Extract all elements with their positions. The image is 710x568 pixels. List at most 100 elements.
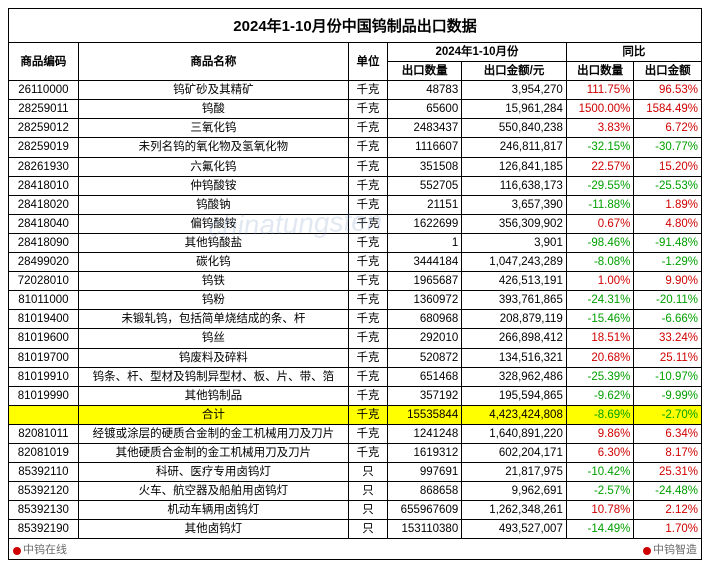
cell: 9.90%: [634, 272, 702, 291]
cell: -8.08%: [566, 253, 634, 272]
cell: 1.89%: [634, 195, 702, 214]
cell: 246,811,817: [462, 138, 567, 157]
table-row: 28499020碳化钨千克34441841,047,243,289-8.08%-…: [9, 253, 702, 272]
cell: 千克: [348, 100, 387, 119]
header-yoy-amt: 出口金额: [634, 62, 702, 81]
cell: 85392190: [9, 520, 79, 539]
cell: 651468: [388, 367, 462, 386]
cell: 钨条、杆、型材及钨制异型材、板、片、带、箔: [78, 367, 348, 386]
header-unit: 单位: [348, 43, 387, 81]
cell: -10.42%: [566, 463, 634, 482]
cell: 千克: [348, 233, 387, 252]
cell: 493,527,007: [462, 520, 567, 539]
cell: 328,962,486: [462, 367, 567, 386]
cell: 28259019: [9, 138, 79, 157]
table-row: 合计千克155358444,423,424,808-8.69%-2.70%: [9, 405, 702, 424]
cell: 28259012: [9, 119, 79, 138]
cell: -2.70%: [634, 405, 702, 424]
cell: 3,901: [462, 233, 567, 252]
cell: 千克: [348, 291, 387, 310]
cell: 合计: [78, 405, 348, 424]
cell: 碳化钨: [78, 253, 348, 272]
cell: 3,657,390: [462, 195, 567, 214]
cell: 千克: [348, 367, 387, 386]
cell: 85392120: [9, 482, 79, 501]
header-yoy: 同比: [566, 43, 701, 62]
cell: 1,047,243,289: [462, 253, 567, 272]
cell: 1500.00%: [566, 100, 634, 119]
table-container: chinatungsten 2024年1-10月份中国钨制品出口数据 商品编码 …: [8, 8, 702, 560]
cell: 钨铁: [78, 272, 348, 291]
cell: 三氧化钨: [78, 119, 348, 138]
cell: 126,841,185: [462, 157, 567, 176]
cell: 9,962,691: [462, 482, 567, 501]
cell: 3444184: [388, 253, 462, 272]
cell: 2.12%: [634, 501, 702, 520]
cell: 15,961,284: [462, 100, 567, 119]
cell: -10.97%: [634, 367, 702, 386]
cell: 千克: [348, 443, 387, 462]
cell: 96.53%: [634, 81, 702, 100]
cell: 火车、航空器及船舶用卤钨灯: [78, 482, 348, 501]
cell: 393,761,865: [462, 291, 567, 310]
footer: 中钨在线 中钨智造: [8, 539, 702, 560]
header-period: 2024年1-10月份: [388, 43, 567, 62]
table-row: 28259011钨酸千克6560015,961,2841500.00%1584.…: [9, 100, 702, 119]
cell: 钨丝: [78, 329, 348, 348]
cell: 48783: [388, 81, 462, 100]
cell: 15535844: [388, 405, 462, 424]
cell: 千克: [348, 329, 387, 348]
cell: 1,262,348,261: [462, 501, 567, 520]
cell: 6.34%: [634, 424, 702, 443]
cell: 1116607: [388, 138, 462, 157]
table-row: 28418010仲钨酸铵千克552705116,638,173-29.55%-2…: [9, 176, 702, 195]
cell: 钨酸: [78, 100, 348, 119]
table-row: 72028010钨铁千克1965687426,513,1911.00%9.90%: [9, 272, 702, 291]
cell: 只: [348, 482, 387, 501]
dot-icon: [643, 547, 651, 555]
cell: 28418040: [9, 214, 79, 233]
table-row: 85392130机动车辆用卤钨灯只6559676091,262,348,2611…: [9, 501, 702, 520]
cell: 655967609: [388, 501, 462, 520]
cell: 只: [348, 501, 387, 520]
cell: 其他硬质合金制的金工机械用刀及刀片: [78, 443, 348, 462]
table-row: 85392190其他卤钨灯只153110380493,527,007-14.49…: [9, 520, 702, 539]
cell: -32.15%: [566, 138, 634, 157]
cell: 未列名钨的氧化物及氢氧化物: [78, 138, 348, 157]
header-qty: 出口数量: [388, 62, 462, 81]
cell: 9.86%: [566, 424, 634, 443]
page-title: 2024年1-10月份中国钨制品出口数据: [8, 8, 702, 42]
header-yoy-qty: 出口数量: [566, 62, 634, 81]
cell: 1.00%: [566, 272, 634, 291]
cell: 千克: [348, 348, 387, 367]
cell: 72028010: [9, 272, 79, 291]
cell: 偏钨酸铵: [78, 214, 348, 233]
cell: 292010: [388, 329, 462, 348]
cell: 28418090: [9, 233, 79, 252]
cell: 81019700: [9, 348, 79, 367]
cell: -25.53%: [634, 176, 702, 195]
cell: [9, 405, 79, 424]
cell: 6.72%: [634, 119, 702, 138]
table-row: 81019990其他钨制品千克357192195,594,865-9.62%-9…: [9, 386, 702, 405]
cell: 1619312: [388, 443, 462, 462]
cell: 25.11%: [634, 348, 702, 367]
cell: 550,840,238: [462, 119, 567, 138]
cell: -20.11%: [634, 291, 702, 310]
cell: 8.17%: [634, 443, 702, 462]
cell: 25.31%: [634, 463, 702, 482]
cell: 111.75%: [566, 81, 634, 100]
cell: 0.67%: [566, 214, 634, 233]
cell: 15.20%: [634, 157, 702, 176]
table-header: 商品编码 商品名称 单位 2024年1-10月份 同比 出口数量 出口金额/元 …: [9, 43, 702, 81]
cell: 千克: [348, 253, 387, 272]
header-name: 商品名称: [78, 43, 348, 81]
cell: 81019990: [9, 386, 79, 405]
table-row: 85392110科研、医疗专用卤钨灯只99769121,817,975-10.4…: [9, 463, 702, 482]
cell: 3,954,270: [462, 81, 567, 100]
cell: 其他钨酸盐: [78, 233, 348, 252]
cell: 1.70%: [634, 520, 702, 539]
header-amt: 出口金额/元: [462, 62, 567, 81]
cell: -29.55%: [566, 176, 634, 195]
cell: 其他卤钨灯: [78, 520, 348, 539]
